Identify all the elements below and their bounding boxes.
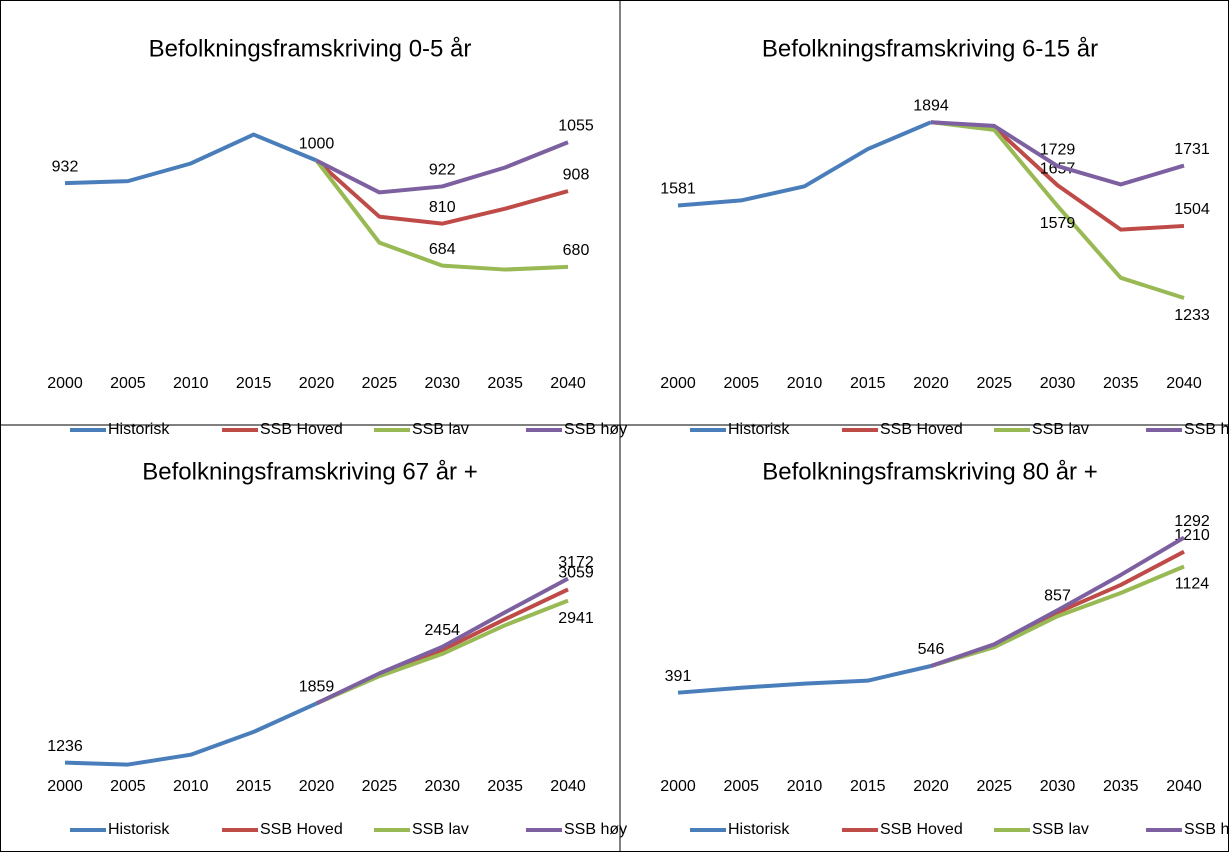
x-tick-label: 2000 (660, 778, 696, 795)
data-label: 908 (563, 166, 590, 183)
series-line (314, 159, 569, 272)
data-label: 1859 (299, 679, 335, 696)
chart-title: Befolkningsframskriving 80 år + (762, 458, 1097, 485)
x-tick-label: 2005 (723, 375, 759, 392)
series-line (930, 120, 1185, 187)
legend-label: SSB lav (412, 821, 469, 838)
x-tick-label: 2015 (236, 778, 272, 795)
series-line (64, 701, 318, 767)
legend-label: Historisk (728, 421, 790, 438)
data-label: 932 (52, 158, 79, 175)
chart-title: Befolkningsframskriving 6-15 år (762, 35, 1098, 62)
legend-label: Historisk (728, 821, 790, 838)
chart-title: Befolkningsframskriving 0-5 år (149, 35, 472, 62)
x-tick-label: 2005 (723, 778, 759, 795)
x-tick-label: 2005 (110, 375, 146, 392)
x-tick-label: 2035 (1103, 375, 1139, 392)
data-label: 857 (1044, 588, 1071, 605)
x-tick-label: 2000 (47, 375, 83, 392)
x-tick-label: 2000 (47, 778, 83, 795)
x-tick-label: 2035 (1103, 778, 1139, 795)
x-tick-label: 2040 (550, 375, 586, 392)
x-tick-label: 2040 (550, 778, 586, 795)
data-label: 1292 (1174, 513, 1210, 530)
legend-label: SSB lav (1032, 821, 1089, 838)
x-tick-label: 2015 (236, 375, 272, 392)
series-line (930, 120, 1185, 300)
x-tick-label: 2040 (1166, 375, 1202, 392)
x-tick-label: 2025 (976, 778, 1012, 795)
data-label: 1124 (1175, 576, 1210, 593)
legend-label: SSB Hoved (880, 821, 963, 838)
legend-label: SSB Hoved (880, 421, 963, 438)
x-tick-label: 2000 (660, 375, 696, 392)
data-label: 1504 (1174, 201, 1210, 218)
data-label: 1055 (558, 117, 594, 134)
x-tick-label: 2030 (424, 375, 460, 392)
data-label: 680 (563, 242, 590, 259)
series-line (315, 159, 569, 226)
data-label: 1236 (47, 738, 83, 755)
legend-label: SSB høy (1184, 821, 1229, 838)
data-label: 2454 (424, 622, 460, 639)
data-label: 1729 (1040, 141, 1076, 158)
x-tick-label: 2010 (173, 778, 209, 795)
data-label: 1233 (1174, 307, 1210, 324)
data-label: 2941 (558, 610, 594, 627)
data-label: 391 (665, 668, 692, 685)
x-tick-label: 2020 (913, 778, 949, 795)
x-tick-label: 2010 (787, 778, 823, 795)
series-line (315, 576, 569, 706)
data-label: 1894 (913, 97, 949, 114)
data-label: 1657 (1040, 160, 1076, 177)
series-line (677, 664, 932, 695)
x-tick-label: 2010 (787, 375, 823, 392)
x-tick-label: 2035 (487, 778, 523, 795)
x-tick-label: 2010 (173, 375, 209, 392)
legend-label: SSB høy (564, 821, 627, 838)
legend-label: SSB lav (1032, 421, 1089, 438)
series-line (315, 140, 569, 195)
x-tick-label: 2030 (1040, 778, 1076, 795)
x-tick-label: 2030 (424, 778, 460, 795)
x-tick-label: 2025 (362, 778, 398, 795)
series-line (677, 120, 932, 208)
series-line (64, 132, 318, 186)
series-line (930, 535, 1186, 668)
data-label: 922 (429, 162, 456, 179)
legend-label: Historisk (108, 821, 170, 838)
data-label: 684 (429, 241, 456, 258)
x-tick-label: 2040 (1166, 778, 1202, 795)
data-label: 1579 (1040, 215, 1076, 232)
x-tick-label: 2030 (1040, 375, 1076, 392)
legend-label: SSB Hoved (260, 821, 343, 838)
x-tick-label: 2005 (110, 778, 146, 795)
data-label: 3172 (558, 554, 594, 571)
x-tick-label: 2025 (976, 375, 1012, 392)
x-tick-label: 2035 (487, 375, 523, 392)
legend-label: SSB lav (412, 421, 469, 438)
legend-label: SSB høy (564, 421, 627, 438)
data-label: 1000 (299, 136, 335, 153)
x-tick-label: 2015 (850, 375, 886, 392)
series-line (315, 598, 569, 706)
x-tick-label: 2020 (299, 375, 335, 392)
data-label: 810 (429, 199, 456, 216)
chart-title: Befolkningsframskriving 67 år + (142, 458, 477, 485)
legend-label: Historisk (108, 421, 170, 438)
data-label: 1731 (1174, 141, 1210, 158)
x-tick-label: 2015 (850, 778, 886, 795)
legend-label: SSB høy (1184, 421, 1229, 438)
x-tick-label: 2020 (913, 375, 949, 392)
x-tick-label: 2025 (362, 375, 398, 392)
legend-label: SSB Hoved (260, 421, 343, 438)
x-tick-label: 2020 (299, 778, 335, 795)
data-label: 546 (918, 641, 945, 658)
data-label: 1581 (660, 181, 696, 198)
